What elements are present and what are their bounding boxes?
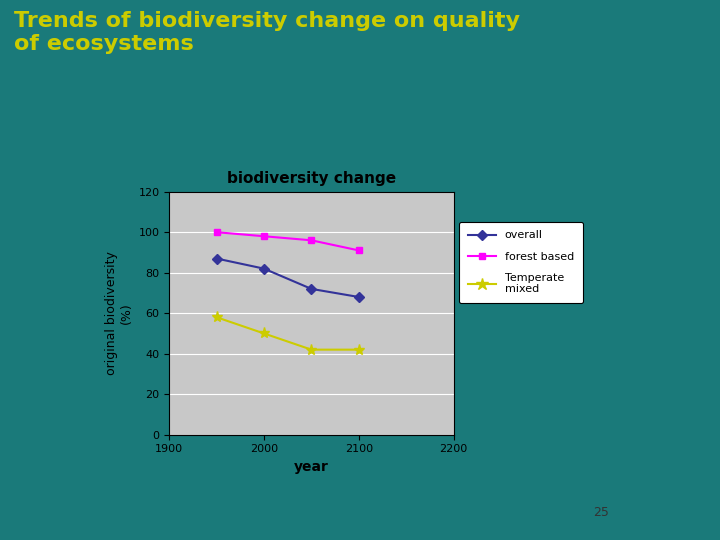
Title: biodiversity change: biodiversity change	[227, 171, 396, 186]
Y-axis label: original biodiversity
(%): original biodiversity (%)	[105, 251, 132, 375]
X-axis label: year: year	[294, 460, 329, 474]
Text: Trends of biodiversity change on quality
of ecosystems: Trends of biodiversity change on quality…	[14, 11, 521, 54]
Legend: overall, forest based, Temperate
mixed: overall, forest based, Temperate mixed	[459, 221, 583, 303]
Text: 25: 25	[593, 505, 609, 518]
Text: Cross-scale Assessment of Biodiversity|: Cross-scale Assessment of Biodiversity|	[63, 491, 242, 501]
Text: Tonnie Tekelenburg, Malki Saenz and Rob Alkemade: Tonnie Tekelenburg, Malki Saenz and Rob …	[63, 518, 297, 527]
